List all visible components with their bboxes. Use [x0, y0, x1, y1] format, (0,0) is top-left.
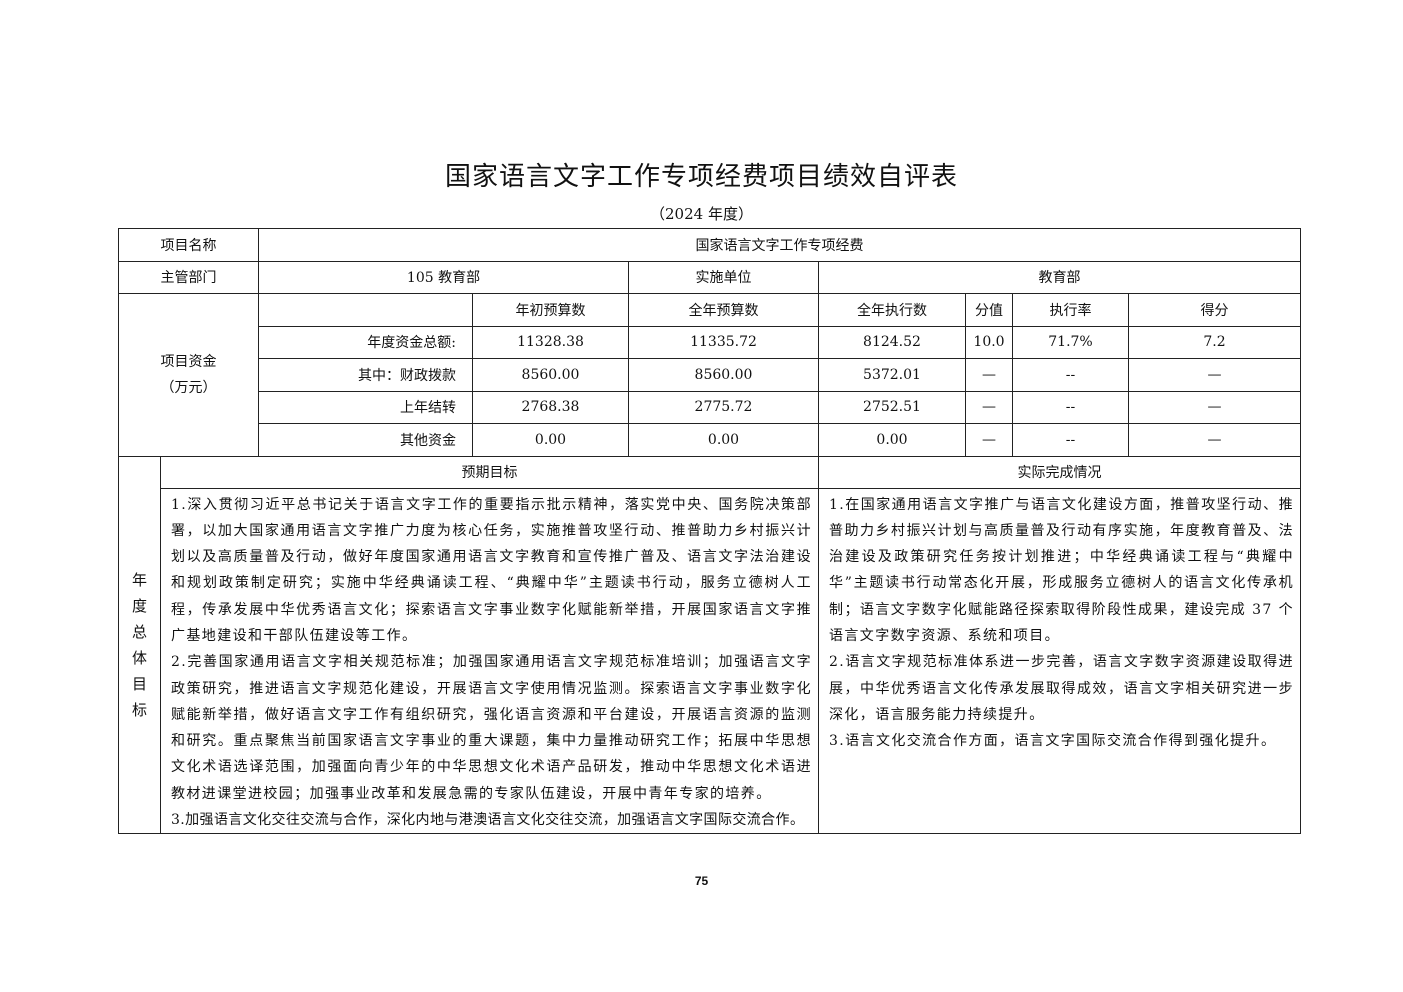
cell: —	[1127, 390, 1302, 424]
cell: —	[1127, 423, 1302, 457]
side-char: 目	[131, 674, 147, 693]
cell: —	[965, 358, 1013, 392]
cell: 8124.52	[818, 325, 966, 359]
goals-side-label: 年 度 总 体 目 标	[118, 456, 161, 835]
row-label: 年度资金总额:	[258, 325, 473, 359]
project-name-row: 项目名称 国家语言文字工作专项经费	[118, 228, 1302, 262]
actual-result-item: 3.语言文化交流合作方面，语言文字国际交流合作得到强化提升。	[829, 733, 1277, 750]
row-label: 其他资金	[258, 423, 473, 457]
row-label: 上年结转	[258, 390, 473, 424]
side-char: 标	[131, 700, 147, 719]
expected-goals: 1.深入贯彻习近平总书记关于语言文字工作的重要指示批示精神，落实党中央、国务院决…	[160, 488, 819, 835]
cell: 0.00	[472, 423, 629, 457]
actual-results: 1.在国家通用语言文字推广与语言文化建设方面，推普攻坚行动、推普助力乡村振兴计划…	[818, 488, 1301, 835]
empty-header-cell	[258, 293, 473, 327]
expected-goal-item: 1.深入贯彻习近平总书记关于语言文字工作的重要指示批示精神，落实党中央、国务院决…	[171, 496, 812, 644]
cell: —	[965, 423, 1013, 457]
expected-header: 预期目标	[160, 456, 819, 489]
cell: 2768.38	[472, 390, 629, 424]
header-cell: 年初预算数	[472, 293, 629, 327]
expected-goal-item: 3.加强语言文化交往交流与合作，深化内地与港澳语言文化交往交流，加强语言文字国际…	[171, 812, 805, 829]
cell: 11328.38	[472, 325, 629, 359]
cell: 71.7%	[1012, 325, 1129, 359]
cell: 8560.00	[628, 358, 819, 392]
document-title: 国家语言文字工作专项经费项目绩效自评表	[444, 162, 958, 192]
dept-label: 主管部门	[118, 260, 259, 294]
funds-unit: （万元）	[160, 379, 217, 396]
actual-result-item: 2.语言文字规范标准体系进一步完善，语言文字数字资源建设取得进展，中华优秀语言文…	[829, 654, 1294, 723]
document-subtitle: （2024 年度）	[650, 205, 753, 223]
header-cell: 执行率	[1012, 293, 1129, 327]
cell: —	[1127, 358, 1302, 392]
side-char: 总	[131, 622, 147, 641]
dept-row: 主管部门 105 教育部 实施单位 教育部	[118, 260, 1302, 294]
funds-header-row: 项目资金 （万元） 年初预算数 全年预算数 全年执行数 分值 执行率 得分	[118, 293, 1302, 457]
cell: --	[1012, 423, 1129, 457]
cell: 7.2	[1127, 325, 1302, 359]
table-row: 其他资金 0.00 0.00 0.00 — -- —	[119, 423, 1302, 457]
expected-goal-item: 2.完善国家通用语言文字相关规范标准；加强国家通用语言文字规范标准培训；加强语言…	[171, 654, 812, 802]
cell: 2775.72	[628, 390, 819, 424]
actual-header: 实际完成情况	[818, 456, 1301, 489]
cell: 0.00	[818, 423, 966, 457]
table-row: 其中：财政拨款 8560.00 8560.00 5372.01 — -- —	[119, 358, 1302, 392]
funds-table: 项目名称 国家语言文字工作专项经费 主管部门 105 教育部 实施单位 教育部 …	[118, 228, 1302, 457]
project-name-label: 项目名称	[118, 228, 259, 262]
cell: 8560.00	[472, 358, 629, 392]
table-row: 年度资金总额: 11328.38 11335.72 8124.52 10.0 7…	[119, 325, 1302, 359]
impl-value: 教育部	[817, 260, 1302, 294]
cell: --	[1012, 390, 1129, 424]
header-cell: 得分	[1127, 293, 1302, 327]
cell: —	[965, 390, 1013, 424]
cell: 0.00	[628, 423, 819, 457]
page-number: 75	[694, 874, 709, 888]
impl-label: 实施单位	[628, 260, 819, 294]
header-cell: 分值	[965, 293, 1013, 327]
goals-table: 年 度 总 体 目 标 预期目标 实际完成情况 1.深入贯彻习近平总书记关于语言…	[118, 456, 1301, 835]
cell: 10.0	[965, 325, 1013, 359]
project-name-value: 国家语言文字工作专项经费	[257, 228, 1302, 262]
side-char: 体	[131, 648, 147, 667]
dept-value: 105 教育部	[258, 260, 629, 294]
cell: 11335.72	[628, 325, 819, 359]
goals-content-row: 1.深入贯彻习近平总书记关于语言文字工作的重要指示批示精神，落实党中央、国务院决…	[119, 488, 1301, 835]
side-char: 年	[131, 570, 147, 589]
row-label: 其中：财政拨款	[258, 358, 473, 392]
side-char: 度	[131, 596, 147, 615]
funds-label: 项目资金	[160, 353, 217, 370]
cell: --	[1012, 358, 1129, 392]
cell: 5372.01	[818, 358, 966, 392]
actual-result-item: 1.在国家通用语言文字推广与语言文化建设方面，推普攻坚行动、推普助力乡村振兴计划…	[829, 496, 1294, 644]
table-row: 上年结转 2768.38 2775.72 2752.51 — -- —	[119, 390, 1302, 424]
header-cell: 全年执行数	[818, 293, 966, 327]
goals-header-row: 年 度 总 体 目 标 预期目标 实际完成情况	[118, 456, 1301, 835]
cell: 2752.51	[818, 390, 966, 424]
header-cell: 全年预算数	[628, 293, 819, 327]
funds-label-cell: 项目资金 （万元）	[118, 293, 259, 457]
